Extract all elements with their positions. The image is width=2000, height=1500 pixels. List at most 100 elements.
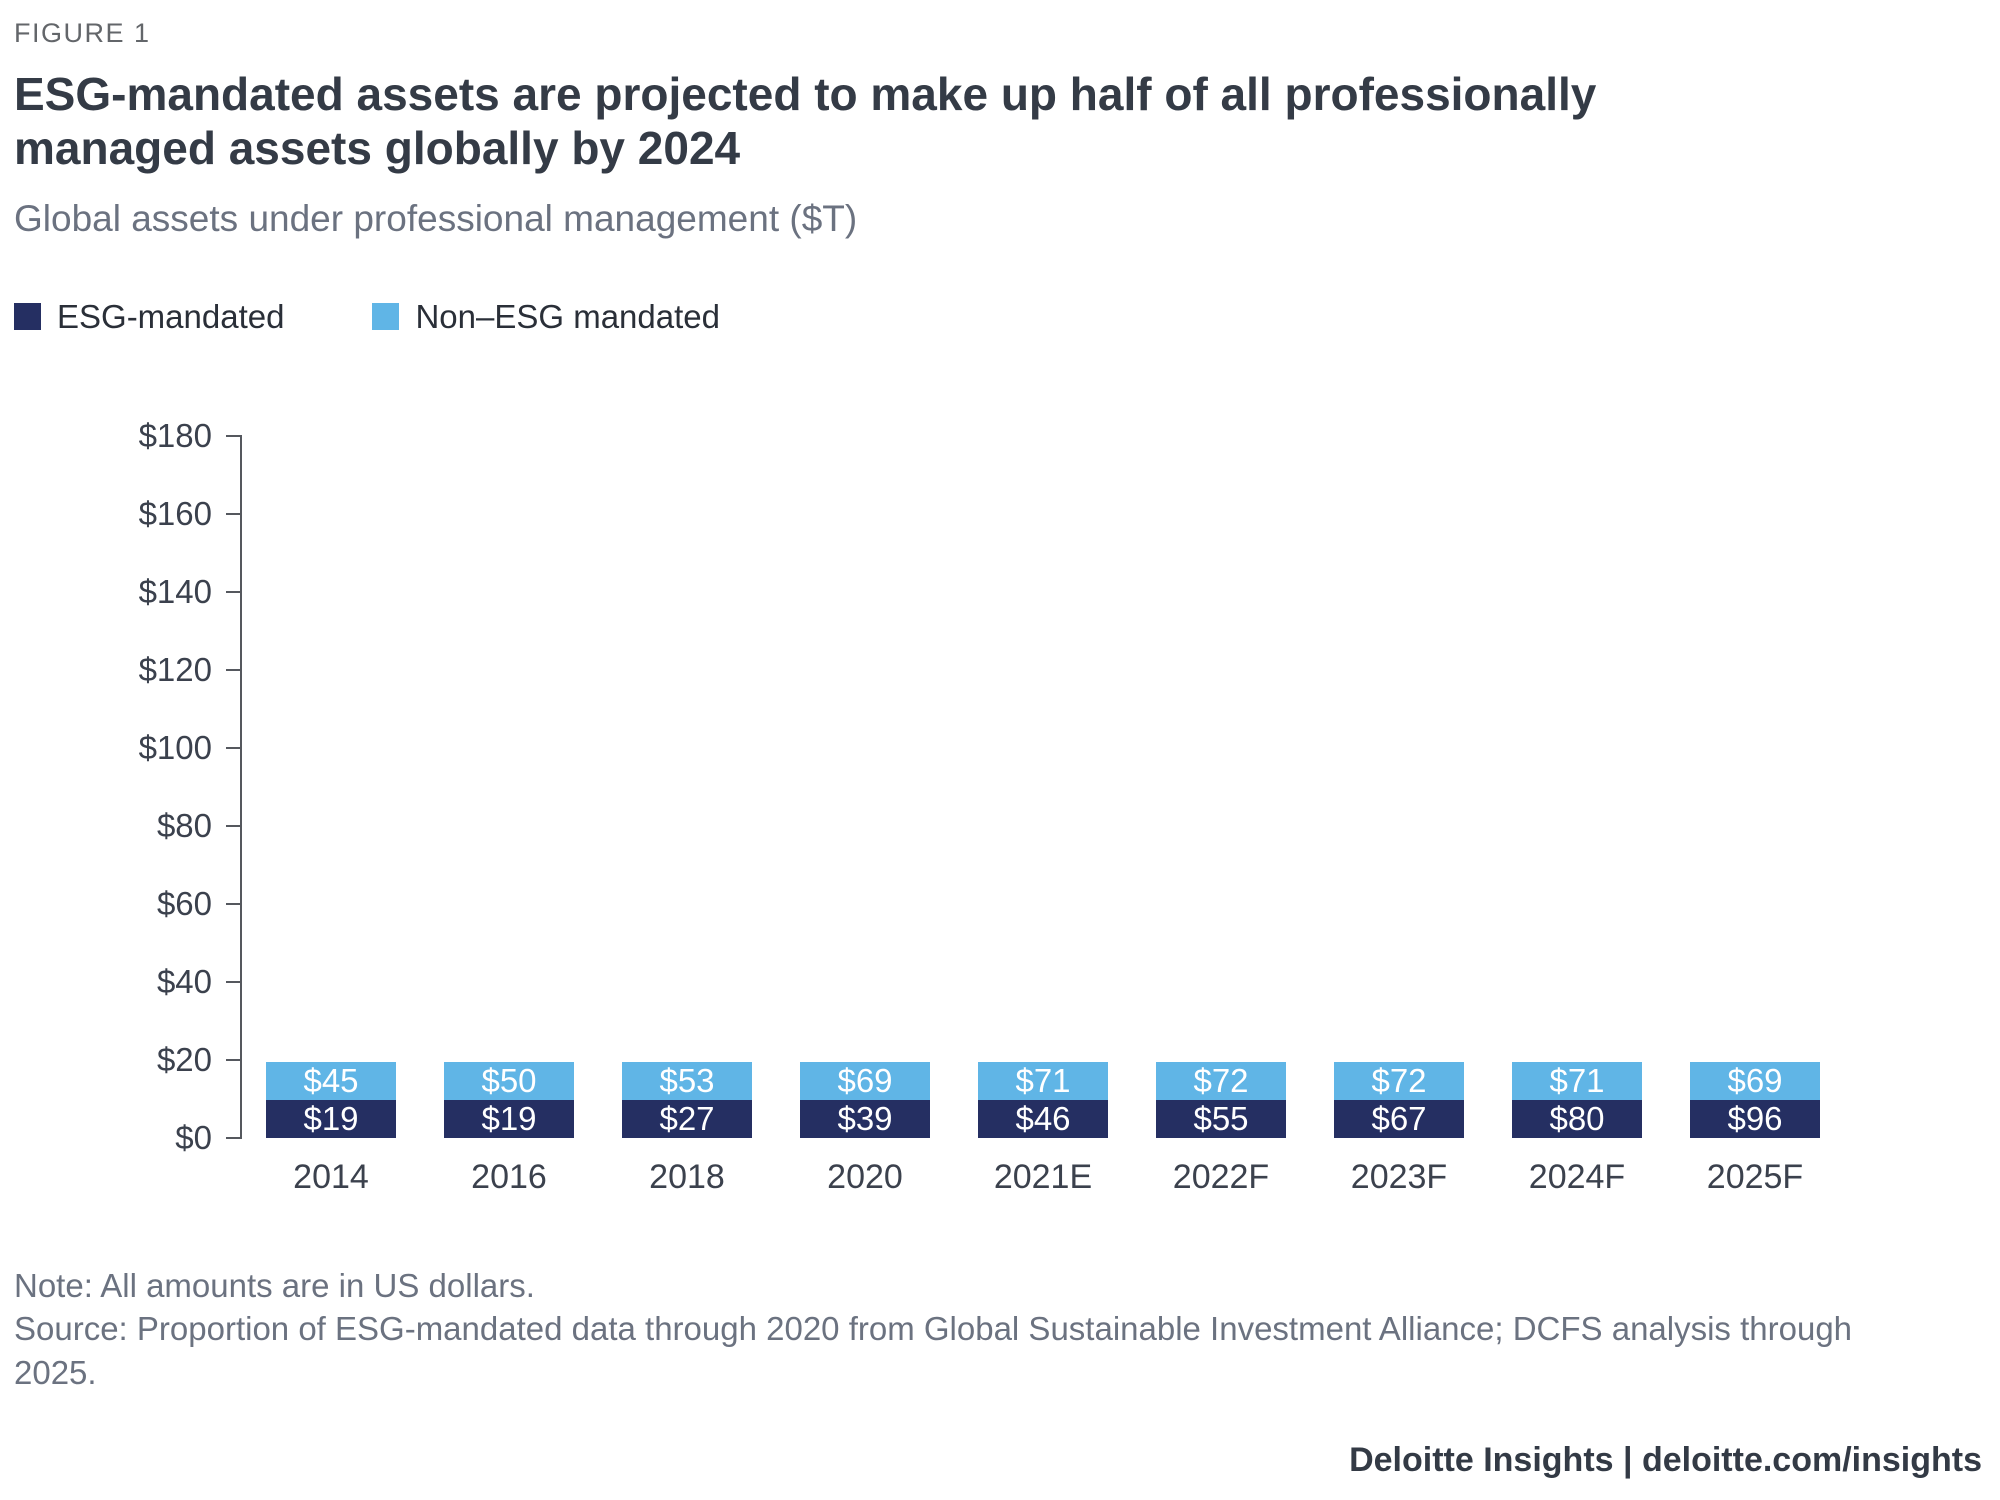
- x-axis-label: 2020: [827, 1157, 903, 1196]
- branding-footer: Deloitte Insights | deloitte.com/insight…: [1349, 1441, 1982, 1479]
- bar-column: $71 $80 2024F: [1488, 436, 1666, 1196]
- bar-value-label: $27: [659, 1099, 715, 1137]
- bar-segment-esg: $19: [266, 1099, 396, 1138]
- y-axis-tick-label: $40: [156, 962, 212, 1000]
- bar-value-label: $71: [1015, 1061, 1071, 1099]
- bar-value-label: $50: [481, 1061, 537, 1099]
- bar-segment-esg: $55: [1156, 1099, 1286, 1138]
- bar-segment-non-esg: $72: [1334, 1061, 1464, 1100]
- stacked-bar-2022F: $72 $55: [1156, 1061, 1286, 1138]
- x-axis-label: 2023F: [1350, 1157, 1448, 1196]
- bar-value-label: $53: [659, 1061, 715, 1099]
- bar-value-label: $80: [1549, 1099, 1605, 1137]
- legend-item-esg: ESG-mandated: [14, 298, 284, 336]
- bar-segment-non-esg: $71: [1512, 1061, 1642, 1100]
- bar-column: $72 $67 2023F: [1310, 436, 1488, 1196]
- stacked-bar-2023F: $72 $67: [1334, 1061, 1464, 1138]
- bar-column: $72 $55 2022F: [1132, 436, 1310, 1196]
- bar-column: $71 $46 2021E: [954, 436, 1132, 1196]
- figure-title: ESG-mandated assets are projected to mak…: [14, 67, 1984, 176]
- bar-value-label: $67: [1371, 1099, 1427, 1137]
- legend-item-non-esg: Non–ESG mandated: [372, 298, 720, 336]
- legend-label-non-esg: Non–ESG mandated: [415, 297, 720, 335]
- y-axis-tick-label: $100: [138, 728, 212, 766]
- stacked-bar-2025F: $69 $96: [1690, 1061, 1820, 1138]
- y-axis-tick: [226, 902, 242, 905]
- bar-column: $69 $39 2020: [776, 436, 954, 1196]
- bar-segment-esg: $46: [978, 1099, 1108, 1138]
- bar-column: $45 $19 2014: [242, 436, 420, 1196]
- x-axis-label: 2014: [293, 1157, 369, 1196]
- bar-segment-non-esg: $69: [1690, 1061, 1820, 1100]
- y-axis-tick: [226, 1136, 242, 1139]
- y-axis-tick: [226, 512, 242, 515]
- bar-segment-non-esg: $53: [622, 1061, 752, 1100]
- y-axis-tick-label: $160: [138, 494, 212, 532]
- bar-segment-esg: $67: [1334, 1099, 1464, 1138]
- y-axis-tick: [226, 1058, 242, 1061]
- y-axis-tick: [226, 980, 242, 983]
- legend-swatch-esg-icon: [14, 303, 41, 331]
- chart-legend: ESG-mandated Non–ESG mandated: [14, 298, 1984, 336]
- stacked-bar-chart: $0 $20 $40 $60 $80 $100 $120 $140 $160 $180 $45 $1…: [14, 417, 1984, 1218]
- x-axis-label: 2024F: [1528, 1157, 1626, 1196]
- y-axis-tick: [226, 590, 242, 593]
- x-axis-label: 2025F: [1706, 1157, 1804, 1196]
- y-axis-tick-label: $80: [156, 806, 212, 844]
- figure-title-line1: ESG-mandated assets are projected to mak…: [14, 68, 1597, 120]
- bar-segment-non-esg: $69: [800, 1061, 930, 1100]
- y-axis-tick-label: $180: [138, 416, 212, 454]
- bar-segment-esg: $27: [622, 1099, 752, 1138]
- figure-subtitle: Global assets under professional managem…: [14, 197, 858, 239]
- bar-segment-non-esg: $71: [978, 1061, 1108, 1100]
- bar-value-label: $39: [837, 1099, 893, 1137]
- bar-value-label: $72: [1193, 1061, 1249, 1099]
- bar-value-label: $72: [1371, 1061, 1427, 1099]
- x-axis-label: 2021E: [993, 1157, 1093, 1196]
- bar-value-label: $19: [303, 1099, 359, 1137]
- bar-segment-non-esg: $50: [444, 1061, 574, 1100]
- bar-segment-non-esg: $45: [266, 1061, 396, 1100]
- stacked-bar-2021E: $71 $46: [978, 1061, 1108, 1138]
- y-axis-tick-label: $60: [156, 884, 212, 922]
- stacked-bar-2016: $50 $19: [444, 1061, 574, 1138]
- bar-column: $50 $19 2016: [420, 436, 598, 1196]
- plot-area: $45 $19 2014 $50 $19 2016 $53 $27 2018 $69 $39 2020…: [226, 434, 1844, 1196]
- y-axis-tick-label: $20: [156, 1040, 212, 1078]
- bar-segment-non-esg: $72: [1156, 1061, 1286, 1100]
- bar-value-label: $71: [1549, 1061, 1605, 1099]
- legend-swatch-non-esg-icon: [372, 303, 400, 331]
- x-axis-label: 2022F: [1172, 1157, 1270, 1196]
- bar-value-label: $69: [837, 1061, 893, 1099]
- bar-column: $69 $96 2025F: [1666, 436, 1844, 1196]
- stacked-bar-2024F: $71 $80: [1512, 1061, 1642, 1138]
- bars-container: $45 $19 2014 $50 $19 2016 $53 $27 2018 $69 $39 2020…: [242, 436, 1844, 1196]
- stacked-bar-2018: $53 $27: [622, 1061, 752, 1138]
- y-axis: $0 $20 $40 $60 $80 $100 $120 $140 $160 $180: [70, 417, 240, 1156]
- bar-segment-esg: $96: [1690, 1099, 1820, 1138]
- stacked-bar-2020: $69 $39: [800, 1061, 930, 1138]
- y-axis-tick-label: $0: [175, 1118, 212, 1156]
- y-axis-tick: [226, 824, 242, 827]
- bar-value-label: $19: [481, 1099, 537, 1137]
- bar-segment-esg: $39: [800, 1099, 930, 1138]
- bar-value-label: $96: [1727, 1099, 1783, 1137]
- source-line: Source: Proportion of ESG-mandated data …: [14, 1310, 1853, 1391]
- y-axis-tick: [226, 668, 242, 671]
- bar-segment-esg: $19: [444, 1099, 574, 1138]
- x-axis-label: 2016: [471, 1157, 547, 1196]
- bar-value-label: $45: [303, 1061, 359, 1099]
- legend-label-esg: ESG-mandated: [57, 297, 285, 335]
- y-axis-tick: [226, 434, 242, 437]
- x-axis-label: 2018: [649, 1157, 725, 1196]
- figure-label: FIGURE 1: [14, 18, 151, 48]
- chart-notes: Note: All amounts are in US dollars. Sou…: [14, 1264, 1884, 1395]
- bar-value-label: $55: [1193, 1099, 1249, 1137]
- bar-segment-esg: $80: [1512, 1099, 1642, 1138]
- bar-value-label: $46: [1015, 1099, 1071, 1137]
- bar-column: $53 $27 2018: [598, 436, 776, 1196]
- y-axis-tick-label: $140: [138, 572, 212, 610]
- figure-title-line2: managed assets globally by 2024: [14, 122, 741, 175]
- bar-value-label: $69: [1727, 1061, 1783, 1099]
